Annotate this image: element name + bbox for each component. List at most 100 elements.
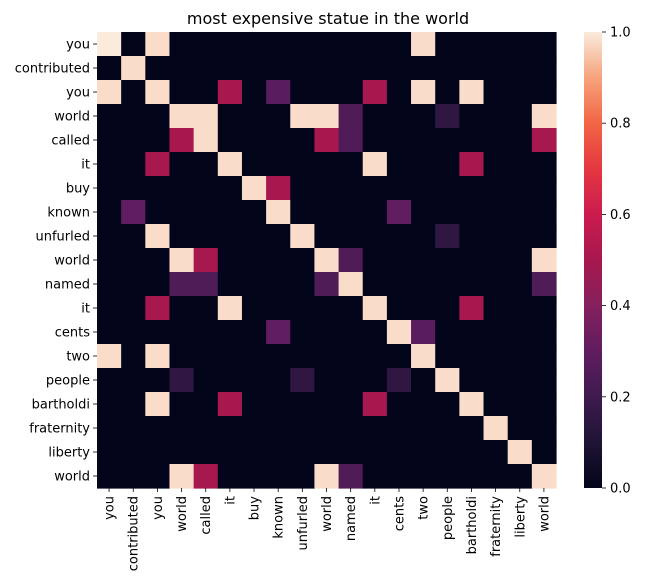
x-tick-label: people xyxy=(441,496,456,540)
heatmap-cell xyxy=(193,344,219,369)
heatmap-cell xyxy=(145,200,171,225)
heatmap-cell xyxy=(241,392,267,417)
heatmap-cell xyxy=(121,368,146,393)
heatmap-cell xyxy=(217,344,243,369)
heatmap-cell xyxy=(290,464,316,489)
heatmap-cell xyxy=(386,248,412,273)
heatmap-cell xyxy=(435,200,460,225)
heatmap-cell xyxy=(411,392,436,417)
heatmap-cell xyxy=(411,80,436,105)
y-tick-label: people xyxy=(46,374,90,389)
heatmap-cell xyxy=(362,392,388,417)
y-tick-label: bartholdi xyxy=(32,398,90,413)
heatmap-cell xyxy=(338,440,364,465)
heatmap-cell xyxy=(217,128,243,153)
heatmap-cell xyxy=(169,32,195,57)
y-tick-label: world xyxy=(54,470,90,485)
heatmap-cell xyxy=(435,344,460,369)
heatmap-cell xyxy=(386,296,412,321)
heatmap-cell xyxy=(97,200,122,225)
colorbar-ticks: 0.0 0.2 0.4 0.6 0.8 1.0 xyxy=(602,26,631,497)
y-tick-label: liberty xyxy=(48,446,90,461)
heatmap-cell xyxy=(241,320,267,345)
heatmap-cell xyxy=(386,152,412,177)
x-tick-label: buy xyxy=(248,496,263,520)
heatmap-cell xyxy=(386,32,412,57)
colorbar xyxy=(584,32,602,488)
heatmap-cell xyxy=(145,440,171,465)
heatmap-cell xyxy=(459,344,485,369)
x-tick-label: named xyxy=(344,496,359,541)
heatmap-cell xyxy=(290,344,316,369)
heatmap-cell xyxy=(169,368,195,393)
heatmap-cell xyxy=(386,416,412,441)
heatmap-cell xyxy=(290,272,316,297)
heatmap-cell xyxy=(435,416,460,441)
heatmap-cell xyxy=(193,176,219,201)
heatmap-cell xyxy=(435,296,460,321)
heatmap-cell xyxy=(290,80,316,105)
y-tick-label: it xyxy=(81,158,90,173)
heatmap-cell xyxy=(217,248,243,273)
heatmap-cell xyxy=(459,320,485,345)
heatmap-cell xyxy=(362,80,388,105)
heatmap-cell xyxy=(290,200,316,225)
heatmap-cell xyxy=(241,248,267,273)
heatmap-cell xyxy=(193,416,219,441)
heatmap-cell xyxy=(97,392,122,417)
heatmap-cell xyxy=(507,392,533,417)
heatmap-cell xyxy=(411,32,436,57)
heatmap-cell xyxy=(531,176,557,201)
heatmap-cell xyxy=(459,80,485,105)
heatmap-cell xyxy=(531,392,557,417)
y-tick-label: cents xyxy=(55,326,90,341)
heatmap-cell xyxy=(241,128,267,153)
heatmap-cell xyxy=(411,440,436,465)
heatmap-cell xyxy=(507,200,533,225)
heatmap-cell xyxy=(217,320,243,345)
heatmap-cell xyxy=(435,224,460,249)
heatmap-cell xyxy=(411,56,436,81)
heatmap-cell xyxy=(217,152,243,177)
heatmap-cell xyxy=(483,392,509,417)
heatmap-cell xyxy=(531,320,557,345)
heatmap-cell xyxy=(193,80,219,105)
heatmap-cell xyxy=(483,440,509,465)
x-tick-label: fraternity xyxy=(489,496,504,557)
heatmap-cell xyxy=(290,440,316,465)
heatmap-cell xyxy=(145,224,171,249)
heatmap-cell xyxy=(97,464,122,489)
heatmap-cell xyxy=(193,104,219,129)
y-tick-label: named xyxy=(45,278,90,293)
x-tick-label: liberty xyxy=(513,496,528,538)
x-tick-labels: you contributed you world called it buy known un… xyxy=(103,488,552,571)
heatmap-cell xyxy=(338,344,364,369)
heatmap-cell xyxy=(217,224,243,249)
heatmap-cell xyxy=(314,296,340,321)
heatmap-cell xyxy=(314,200,340,225)
heatmap-cell xyxy=(483,128,509,153)
heatmap-cell xyxy=(314,56,340,81)
heatmap-cell xyxy=(386,368,412,393)
heatmap-cell xyxy=(411,104,436,129)
heatmap-cell xyxy=(121,152,146,177)
heatmap-cell xyxy=(169,104,195,129)
heatmap-cell xyxy=(386,440,412,465)
heatmap-cell xyxy=(97,296,122,321)
y-tick-label: unfurled xyxy=(35,230,90,245)
heatmap-cell xyxy=(435,176,460,201)
heatmap-cell xyxy=(290,32,316,57)
heatmap-cell xyxy=(193,272,219,297)
heatmap-cell xyxy=(531,248,557,273)
heatmap-cell xyxy=(435,464,460,489)
heatmap-cell xyxy=(531,296,557,321)
heatmap-cell xyxy=(290,320,316,345)
heatmap-cell xyxy=(169,56,195,81)
heatmap-cell xyxy=(459,224,485,249)
colorbar-tick-label: 0.0 xyxy=(610,482,631,497)
heatmap-cell xyxy=(121,272,146,297)
x-tick-label: world xyxy=(175,496,190,532)
heatmap-cell xyxy=(459,32,485,57)
heatmap-cell xyxy=(386,176,412,201)
